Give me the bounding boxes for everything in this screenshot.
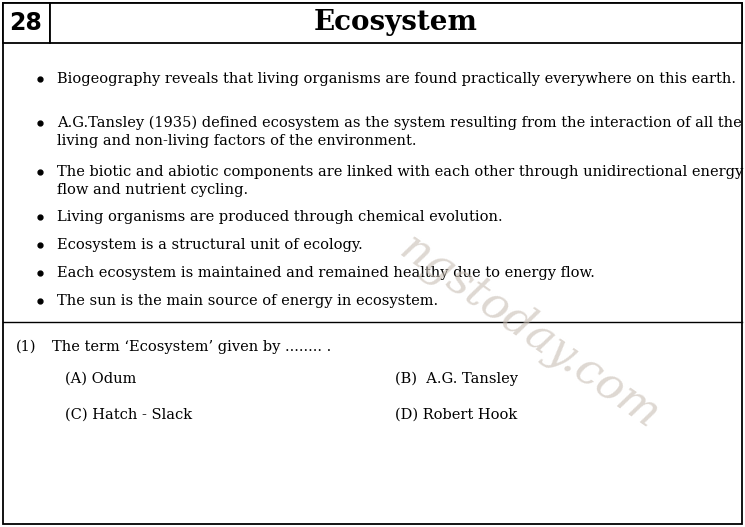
Text: Ecosystem: Ecosystem: [314, 9, 478, 36]
Text: (1): (1): [16, 340, 37, 354]
Text: Biogeography reveals that living organisms are found practically everywhere on t: Biogeography reveals that living organis…: [57, 72, 736, 86]
Text: The term ‘Ecosystem’ given by ........ .: The term ‘Ecosystem’ given by ........ .: [52, 340, 332, 354]
Text: Living organisms are produced through chemical evolution.: Living organisms are produced through ch…: [57, 210, 503, 224]
Bar: [3, 3, 50, 43]
Text: (B)  A.G. Tansley: (B) A.G. Tansley: [395, 372, 518, 386]
Text: flow and nutrient cycling.: flow and nutrient cycling.: [57, 183, 248, 197]
Text: The sun is the main source of energy in ecosystem.: The sun is the main source of energy in …: [57, 294, 438, 308]
Text: ngstoday.com: ngstoday.com: [392, 226, 668, 438]
Text: 28: 28: [10, 11, 42, 35]
Text: The biotic and abiotic components are linked with each other through unidirectio: The biotic and abiotic components are li…: [57, 165, 744, 179]
Text: (A) Odum: (A) Odum: [65, 372, 136, 386]
Text: Each ecosystem is maintained and remained healthy due to energy flow.: Each ecosystem is maintained and remaine…: [57, 266, 595, 280]
Text: living and non-living factors of the environment.: living and non-living factors of the env…: [57, 134, 416, 148]
Bar: [50, 3, 742, 43]
Text: (C) Hatch - Slack: (C) Hatch - Slack: [65, 408, 192, 422]
Text: Ecosystem is a structural unit of ecology.: Ecosystem is a structural unit of ecolog…: [57, 238, 363, 252]
Text: A.G.Tansley (1935) defined ecosystem as the system resulting from the interactio: A.G.Tansley (1935) defined ecosystem as …: [57, 116, 742, 130]
Text: (D) Robert Hook: (D) Robert Hook: [395, 408, 517, 422]
